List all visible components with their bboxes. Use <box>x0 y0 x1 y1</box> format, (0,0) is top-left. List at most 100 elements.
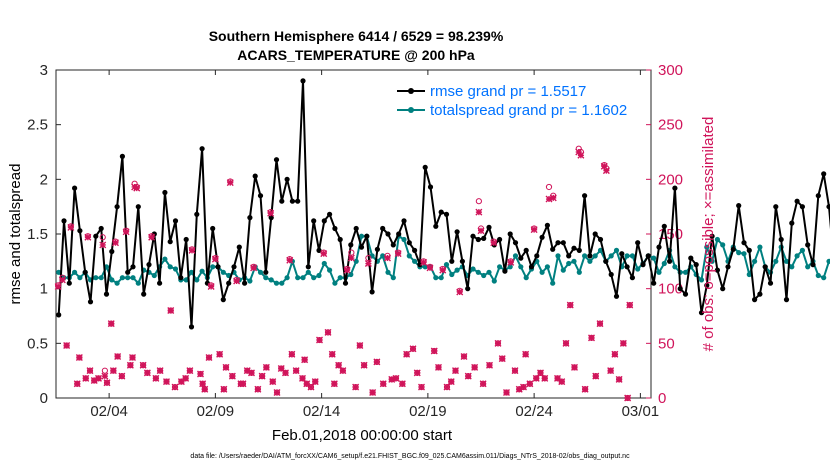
totalspread-point <box>821 275 827 281</box>
obs-assimilated-point <box>373 358 381 366</box>
totalspread-point <box>135 280 141 286</box>
obs-assimilated-point <box>63 342 71 350</box>
totalspread-point <box>624 253 630 259</box>
rmse-point <box>778 236 784 243</box>
totalspread-point <box>698 277 705 283</box>
obs-assimilated-point <box>360 361 368 369</box>
rmse-point <box>358 244 365 250</box>
rmse-point <box>257 193 264 199</box>
obs-assimilated-point <box>222 363 230 371</box>
totalspread-point <box>582 253 588 259</box>
obs-assimilated-point <box>347 254 355 262</box>
obs-assimilated-point <box>364 260 372 268</box>
rmse-point <box>651 280 657 286</box>
totalspread-point <box>544 264 551 270</box>
rmse-point <box>215 264 221 270</box>
rmse-point <box>353 225 359 232</box>
obs-assimilated-point <box>479 380 487 388</box>
obs-assimilated-point <box>250 264 258 272</box>
y-tick-label-left: 1.5 <box>27 226 48 243</box>
totalspread-point <box>305 269 311 275</box>
totalspread-point <box>316 272 322 279</box>
totalspread-point <box>752 258 758 264</box>
obs-assimilated-point <box>73 380 81 388</box>
rmse-point <box>77 228 83 234</box>
rmse-point <box>98 225 104 232</box>
totalspread-point <box>661 260 667 267</box>
rmse-point <box>752 297 758 303</box>
rmse-point <box>624 264 630 270</box>
rmse-point <box>125 269 131 275</box>
rmse-point <box>582 193 588 199</box>
totalspread-point <box>401 236 407 243</box>
obs-assimilated-point <box>101 372 109 380</box>
rmse-point <box>704 282 710 288</box>
obs-assimilated-point <box>503 389 510 397</box>
obs-assimilated-point <box>269 378 277 386</box>
totalspread-point <box>518 264 524 270</box>
totalspread-point <box>709 258 715 264</box>
rmse-point <box>507 231 513 237</box>
obs-assimilated-point <box>95 374 102 382</box>
rmse-point <box>587 253 593 259</box>
y-tick-label-left: 0 <box>40 390 48 407</box>
obs-assimilated-point <box>464 372 472 380</box>
rmse-point <box>380 225 386 232</box>
x-tick-label: 02/19 <box>409 403 447 420</box>
obs-assimilated-point <box>486 361 493 369</box>
rmse-point <box>135 204 141 210</box>
obs-assimilated-point <box>58 276 66 284</box>
rmse-point <box>560 240 566 246</box>
obs-assimilated-point <box>199 380 207 388</box>
y-tick-label-left: 1 <box>40 281 48 298</box>
rmse-point <box>544 222 551 228</box>
obs-assimilated-point <box>152 374 160 382</box>
obs-assimilated-point <box>592 372 600 380</box>
obs-possible-point <box>475 198 482 205</box>
obs-assimilated-point <box>430 347 438 355</box>
obs-assimilated-point <box>248 369 255 377</box>
obs-assimilated-point <box>205 354 213 362</box>
x-tick-label: 02/04 <box>90 403 128 420</box>
rmse-point <box>805 242 811 248</box>
obs-assimilated-point <box>54 282 62 290</box>
rmse-point <box>348 242 354 248</box>
chart-title-line2: ACARS_TEMPERATURE @ 200 hPa <box>237 47 475 63</box>
chart-title-line1: Southern Hemisphere 6414 / 6529 = 98.239… <box>209 28 504 44</box>
obs-assimilated-point <box>607 367 615 375</box>
rmse-point <box>178 275 184 281</box>
obs-assimilated-point <box>443 383 451 391</box>
y-tick-label-right: 250 <box>658 117 683 134</box>
rmse-point <box>87 299 94 305</box>
totalspread-point <box>741 251 747 257</box>
rmse-point <box>427 184 434 190</box>
obs-assimilated-point <box>82 374 90 382</box>
obs-assimilated-point <box>600 162 608 170</box>
rmse-point <box>342 280 349 286</box>
totalspread-point <box>380 253 386 259</box>
totalspread-point <box>183 277 189 283</box>
rmse-point <box>640 262 646 268</box>
obs-assimilated-point <box>262 363 270 371</box>
totalspread-point <box>560 267 566 273</box>
obs-assimilated-point <box>167 307 175 315</box>
rmse-point <box>369 289 375 295</box>
obs-assimilated-point <box>273 389 281 397</box>
totalspread-point <box>587 258 593 264</box>
rmse-point <box>613 293 620 299</box>
rmse-point <box>82 269 88 275</box>
totalspread-point <box>268 277 274 283</box>
obs-assimilated-point <box>163 378 170 386</box>
obs-assimilated-point <box>282 369 289 377</box>
obs-assimilated-point <box>254 385 262 393</box>
totalspread-point <box>210 264 216 270</box>
totalspread-point <box>672 264 678 270</box>
y-tick-label-right: 300 <box>658 62 683 79</box>
rmse-point <box>406 240 412 246</box>
rmse-point <box>268 215 274 221</box>
obs-assimilated-point <box>114 352 122 360</box>
totalspread-point <box>327 267 333 273</box>
totalspread-point <box>720 242 726 248</box>
rmse-point <box>401 218 407 224</box>
rmse-point <box>783 297 790 303</box>
